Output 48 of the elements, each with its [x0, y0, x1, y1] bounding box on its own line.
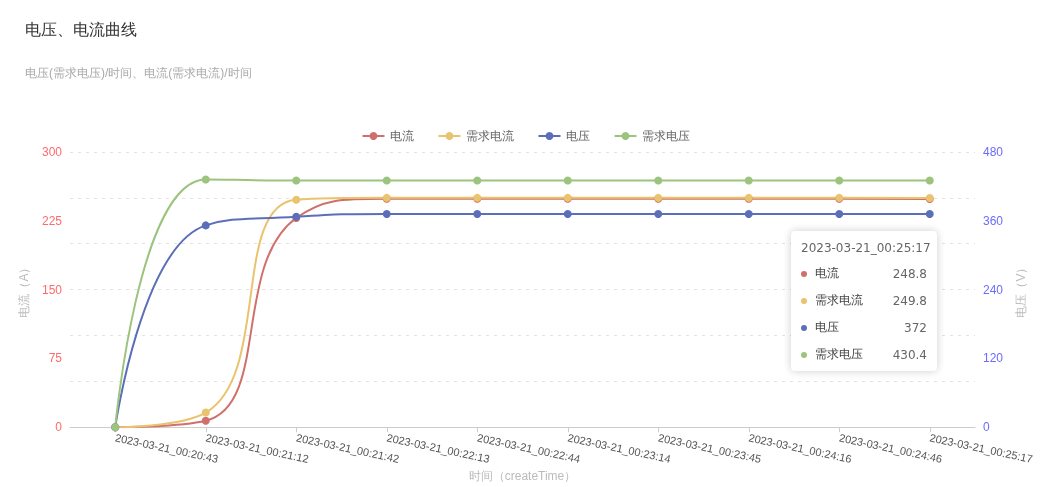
annotation: 372: [904, 320, 927, 335]
text: 需求电流: [815, 293, 863, 307]
point: [201, 221, 210, 230]
text: 需求电压: [815, 347, 863, 361]
annotation: 249.8: [892, 293, 927, 308]
y2-tick-label: 120: [983, 351, 1004, 366]
text: 电流: [815, 266, 839, 280]
point: [925, 209, 934, 218]
y-tick-label: 150: [41, 282, 63, 297]
y-tick-label: 300: [41, 145, 63, 159]
legend-label: 需求电流: [465, 129, 514, 143]
x-axis-title: 时间（createTime）: [468, 469, 577, 483]
point: [292, 176, 301, 185]
point: [654, 176, 663, 185]
point: [744, 209, 753, 218]
point: [563, 176, 572, 185]
y2-tick-label: 0: [983, 420, 990, 435]
y2-axis-title: 电压（V）: [1014, 261, 1028, 318]
chart-subtitle: 电压(需求电压)/时间、电流(需求电流)/时间: [25, 66, 252, 80]
point: [744, 176, 753, 185]
point: [473, 209, 482, 218]
point: [292, 195, 301, 204]
point: [654, 209, 663, 218]
point: [201, 416, 210, 425]
annotation: 248.8: [892, 266, 927, 281]
text: 电压: [815, 320, 839, 334]
annotation: 2023-03-21_00:25:17: [801, 241, 931, 255]
chart-title: 电压、电流曲线: [25, 20, 137, 38]
y-tick-label: 75: [48, 351, 63, 366]
point: [563, 209, 572, 218]
point: [473, 176, 482, 185]
y-tick-label: 225: [41, 213, 63, 228]
y2-tick-label: 240: [983, 282, 1004, 297]
point: [201, 175, 210, 184]
legend-label: 电压: [565, 129, 590, 143]
point: [382, 176, 391, 185]
y2-tick-label: 360: [983, 213, 1004, 228]
y-tick-label: 0: [55, 420, 63, 435]
y2-tick-label: 480: [983, 145, 1004, 159]
point: [835, 209, 844, 218]
y-axis-title: 电流（A）: [17, 261, 31, 318]
point: [925, 176, 934, 185]
legend-label: 需求电压: [641, 129, 690, 143]
point: [835, 176, 844, 185]
legend-label: 电流: [389, 129, 414, 143]
point: [201, 408, 210, 417]
annotation: 430.4: [892, 347, 927, 362]
point: [382, 209, 391, 218]
